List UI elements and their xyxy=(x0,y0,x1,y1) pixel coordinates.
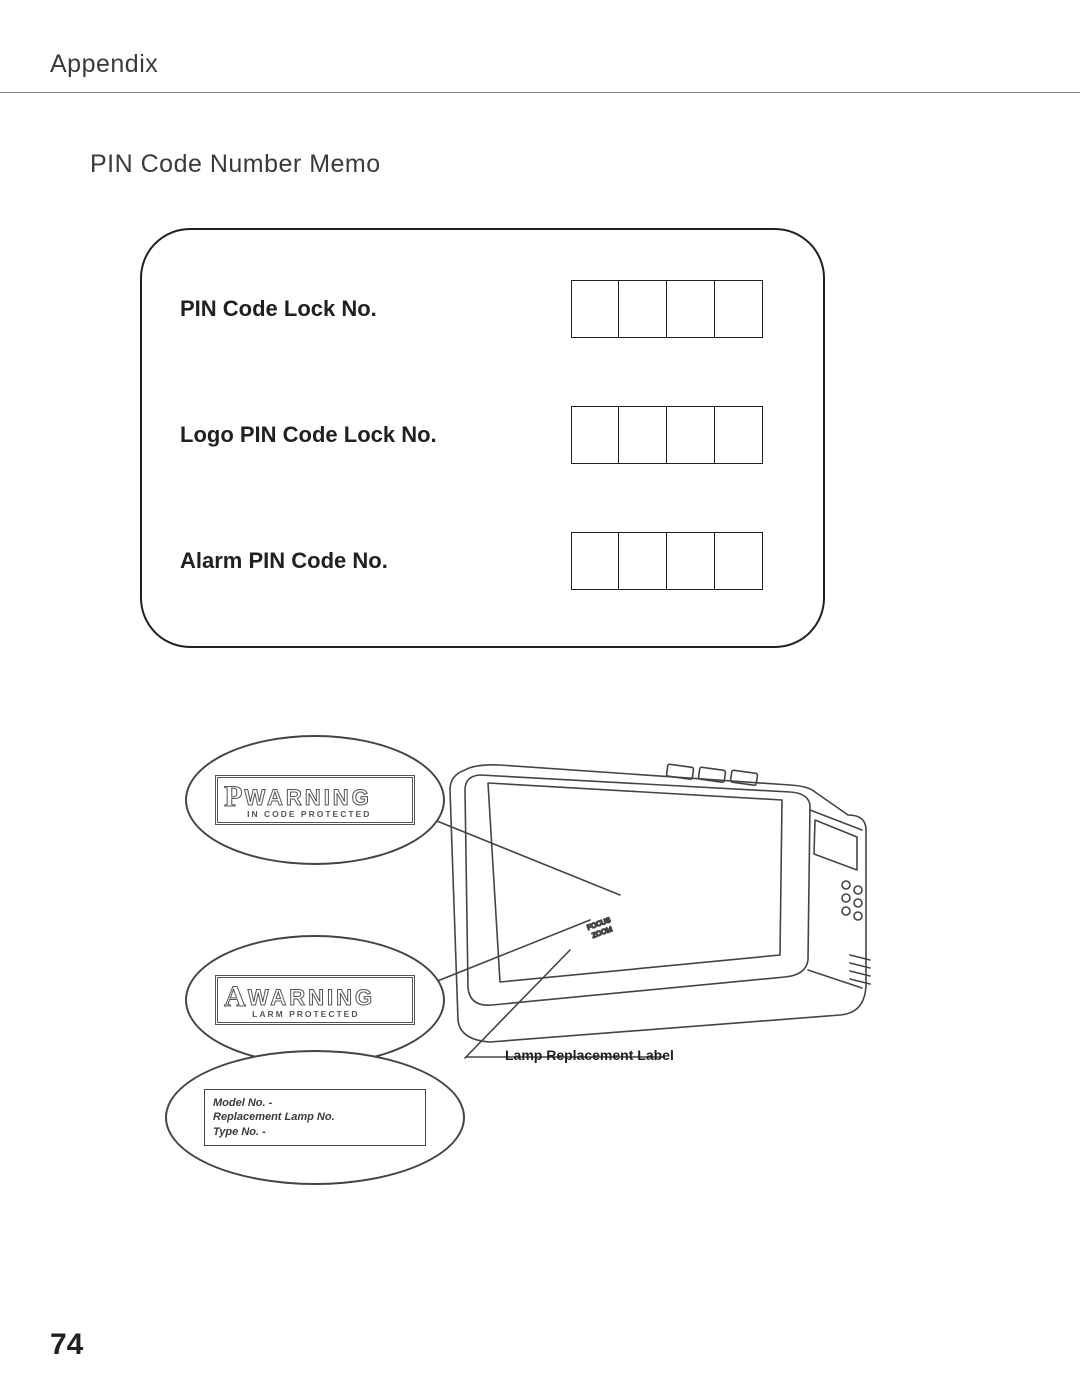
pin-box[interactable] xyxy=(571,532,619,590)
pin-warning-badge: P WARNING IN CODE PROTECTED xyxy=(185,735,445,865)
badge-subtext: LARM PROTECTED xyxy=(252,1010,406,1019)
badge-plate: P WARNING IN CODE PROTECTED xyxy=(215,775,415,826)
lamp-line: Replacement Lamp No. xyxy=(213,1110,417,1124)
pin-box[interactable] xyxy=(667,532,715,590)
projector-line-art: FOCUS ZOOM xyxy=(410,720,880,1060)
pin-boxes xyxy=(571,406,763,464)
memo-label: Logo PIN Code Lock No. xyxy=(180,422,437,448)
pin-boxes xyxy=(571,280,763,338)
page-header: Appendix xyxy=(50,50,158,79)
warning-word: WARNING xyxy=(248,986,375,1009)
section-title: PIN Code Number Memo xyxy=(90,150,381,179)
badge-bigcap: A xyxy=(224,983,246,1010)
lamp-label-box: Model No. - Replacement Lamp No. Type No… xyxy=(204,1089,426,1146)
memo-row-logo: Logo PIN Code Lock No. xyxy=(180,406,783,464)
pin-box[interactable] xyxy=(667,406,715,464)
pin-memo-card: PIN Code Lock No. Logo PIN Code Lock No.… xyxy=(140,228,825,648)
pin-box[interactable] xyxy=(571,406,619,464)
page-number: 74 xyxy=(50,1328,83,1362)
lamp-label-ellipse: Model No. - Replacement Lamp No. Type No… xyxy=(165,1050,465,1185)
memo-label: Alarm PIN Code No. xyxy=(180,548,388,574)
badge-subtext: IN CODE PROTECTED xyxy=(247,810,406,819)
lamp-line: Model No. - xyxy=(213,1096,417,1110)
memo-label: PIN Code Lock No. xyxy=(180,296,377,322)
lamp-caption: Lamp Replacement Label xyxy=(505,1047,674,1063)
pin-box[interactable] xyxy=(619,280,667,338)
label-diagram: FOCUS ZOOM P WARNING IN CODE PROTECTED xyxy=(180,720,900,1200)
pin-box[interactable] xyxy=(715,406,763,464)
pin-box[interactable] xyxy=(667,280,715,338)
badge-plate: A WARNING LARM PROTECTED xyxy=(215,975,415,1026)
pin-box[interactable] xyxy=(619,406,667,464)
badge-bigcap: P xyxy=(224,783,242,810)
pin-box[interactable] xyxy=(715,532,763,590)
lamp-line: Type No. - xyxy=(213,1125,417,1139)
memo-row-pin: PIN Code Lock No. xyxy=(180,280,783,338)
pin-boxes xyxy=(571,532,763,590)
warning-word: WARNING xyxy=(244,786,371,809)
alarm-warning-badge: A WARNING LARM PROTECTED xyxy=(185,935,445,1065)
pin-box[interactable] xyxy=(619,532,667,590)
pin-box[interactable] xyxy=(715,280,763,338)
header-rule xyxy=(0,92,1080,93)
pin-box[interactable] xyxy=(571,280,619,338)
memo-row-alarm: Alarm PIN Code No. xyxy=(180,532,783,590)
